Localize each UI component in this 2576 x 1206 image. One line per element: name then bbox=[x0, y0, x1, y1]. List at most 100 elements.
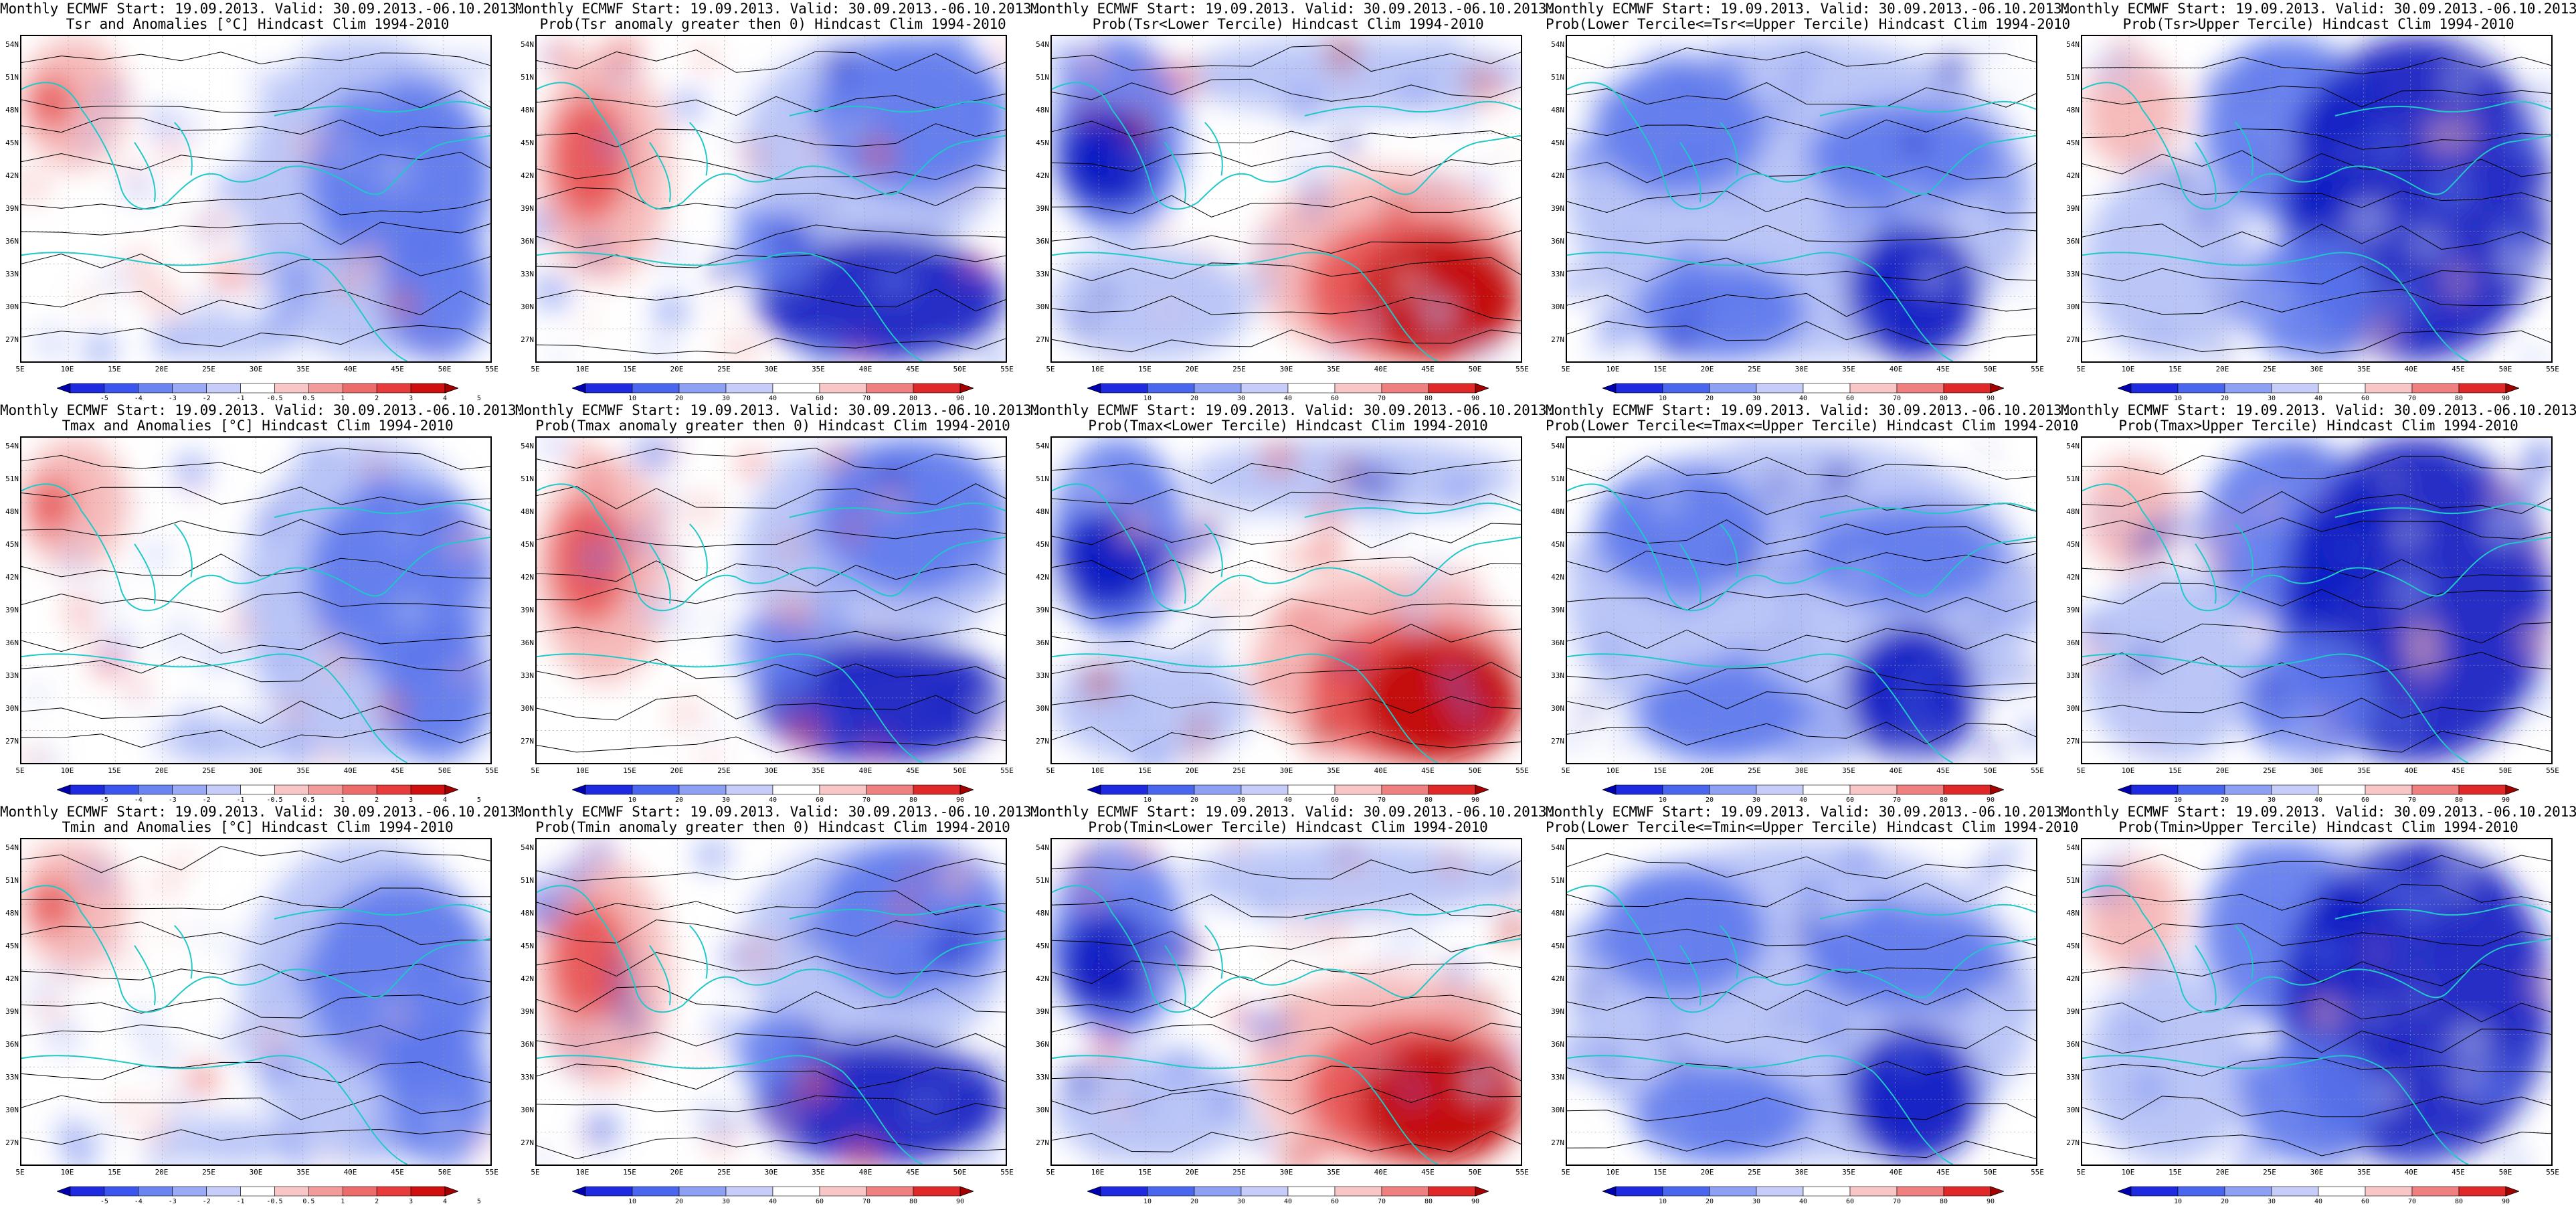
shaded-speckle bbox=[1643, 1118, 1658, 1132]
lon-tick-label: 20E bbox=[670, 365, 684, 373]
shaded-speckle bbox=[2307, 1116, 2319, 1127]
colorbar-tick-label: 40 bbox=[1283, 395, 1293, 402]
colorbar-tick-label: 3 bbox=[409, 1198, 413, 1205]
colorbar-tick-label: 90 bbox=[955, 395, 965, 402]
lon-tick-label: 40E bbox=[858, 766, 872, 775]
lon-tick-label: 15E bbox=[1653, 766, 1667, 775]
shaded-speckle bbox=[2259, 498, 2278, 517]
colorbar-tick-label: -0.5 bbox=[266, 1198, 283, 1205]
lat-tick-label: 30N bbox=[521, 704, 534, 713]
lat-tick-label: 48N bbox=[1036, 106, 1049, 114]
shaded-speckle bbox=[2154, 72, 2169, 87]
shaded-speckle bbox=[2417, 883, 2428, 895]
shaded-speckle bbox=[802, 1044, 815, 1057]
shaded-speckle bbox=[324, 649, 352, 677]
shaded-speckle bbox=[2534, 976, 2551, 997]
shaded-speckle bbox=[2234, 1146, 2262, 1165]
shaded-speckle bbox=[1228, 1007, 1250, 1028]
shaded-speckle bbox=[2286, 841, 2298, 853]
colorbar bbox=[1087, 784, 1489, 795]
shaded-speckle bbox=[155, 329, 181, 355]
coastline bbox=[21, 82, 490, 361]
shaded-speckle bbox=[1404, 1083, 1421, 1100]
colorbar-tick-label: 0.5 bbox=[302, 796, 315, 804]
coastline bbox=[1567, 885, 2036, 1165]
colorbar-min-arrow bbox=[572, 1186, 586, 1197]
shaded-speckle bbox=[1821, 462, 1854, 494]
lon-tick-label: 25E bbox=[2263, 766, 2276, 775]
colorbar-swatch bbox=[1849, 383, 1898, 394]
lon-tick-label: 35E bbox=[2357, 766, 2371, 775]
colorbar-tick-label: 40 bbox=[768, 395, 777, 402]
colorbar-min-arrow bbox=[2118, 784, 2132, 795]
lat-tick-label: 39N bbox=[2066, 1007, 2080, 1016]
colorbar-swatch bbox=[1896, 383, 1944, 394]
colorbar-tick-label: 30 bbox=[2267, 395, 2276, 402]
shaded-speckle bbox=[1894, 56, 1922, 83]
colorbar-tick-label: 1 bbox=[341, 395, 345, 402]
lat-tick-label: 33N bbox=[5, 671, 19, 680]
lon-tick-label: 5E bbox=[15, 365, 25, 373]
colorbar bbox=[572, 383, 974, 394]
shaded-speckle bbox=[710, 614, 720, 624]
lon-tick-label: 15E bbox=[2169, 365, 2182, 373]
shaded-field bbox=[1052, 839, 1521, 1165]
shaded-speckle bbox=[397, 158, 407, 167]
lon-tick-label: 40E bbox=[1374, 365, 1388, 373]
lon-tick-label: 30E bbox=[1279, 1168, 1293, 1177]
shaded-speckle bbox=[1168, 62, 1200, 94]
lat-tick-label: 27N bbox=[1036, 335, 1049, 344]
lon-tick-label: 35E bbox=[1842, 766, 1855, 775]
lon-tick-label: 5E bbox=[2076, 365, 2086, 373]
shaded-speckle bbox=[1714, 50, 1744, 80]
shaded-speckle bbox=[620, 1009, 644, 1033]
shaded-speckle bbox=[2447, 70, 2470, 93]
colorbar-max-arrow bbox=[1990, 784, 2004, 795]
colorbar-swatch bbox=[206, 1186, 241, 1197]
shaded-speckle bbox=[1588, 340, 1606, 357]
shaded-speckle bbox=[1578, 980, 1598, 1000]
shaded-speckle bbox=[1210, 1087, 1237, 1114]
shaded-speckle bbox=[1068, 715, 1077, 724]
shaded-speckle bbox=[1221, 584, 1249, 610]
lon-tick-label: 5E bbox=[15, 1168, 25, 1177]
lon-tick-label: 20E bbox=[155, 365, 169, 373]
colorbar-swatch bbox=[1147, 383, 1195, 394]
shaded-speckle bbox=[761, 1021, 777, 1038]
shaded-speckle bbox=[129, 697, 142, 710]
shaded-speckle bbox=[1782, 511, 1801, 529]
shaded-speckle bbox=[741, 452, 765, 477]
shaded-speckle bbox=[1614, 733, 1629, 747]
shaded-speckle bbox=[980, 566, 1005, 590]
colorbar-tick-label: 90 bbox=[1986, 395, 1995, 402]
shaded-speckle bbox=[796, 1067, 828, 1100]
shaded-speckle bbox=[2216, 515, 2235, 534]
colorbar-tick-label: 60 bbox=[1845, 395, 1855, 402]
shaded-speckle bbox=[803, 137, 824, 158]
shaded-speckle bbox=[102, 642, 118, 659]
shaded-speckle bbox=[2299, 747, 2319, 763]
colorbar-tick-label: 10 bbox=[628, 395, 637, 402]
shaded-speckle bbox=[802, 980, 834, 1012]
lon-tick-label: 5E bbox=[1561, 365, 1570, 373]
shaded-speckle bbox=[2023, 661, 2036, 680]
shaded-region bbox=[1593, 62, 1767, 196]
colorbar-tick-label: -4 bbox=[134, 1198, 143, 1205]
colorbar-tick-label: 80 bbox=[1424, 796, 1433, 804]
colorbar-min-arrow bbox=[1087, 383, 1101, 394]
shaded-speckle bbox=[104, 87, 122, 105]
lat-tick-label: 42N bbox=[1551, 573, 1564, 582]
shaded-field bbox=[2082, 839, 2551, 1165]
shaded-region bbox=[27, 879, 75, 932]
colorbar-swatch bbox=[2177, 1186, 2225, 1197]
colorbar-swatch bbox=[1756, 383, 1804, 394]
map-area bbox=[20, 838, 492, 1166]
shaded-speckle bbox=[2203, 74, 2219, 90]
colorbar-tick-label: 4 bbox=[442, 395, 448, 402]
colorbar-swatch bbox=[2224, 383, 2272, 394]
shaded-speckle bbox=[1188, 639, 1219, 671]
colorbar-swatch bbox=[1287, 383, 1336, 394]
shaded-speckle bbox=[1971, 1083, 1993, 1104]
colorbar-labels: 10 20 30 40 60 70 80 90 bbox=[2118, 796, 2519, 804]
colorbar-swatch bbox=[725, 784, 773, 795]
